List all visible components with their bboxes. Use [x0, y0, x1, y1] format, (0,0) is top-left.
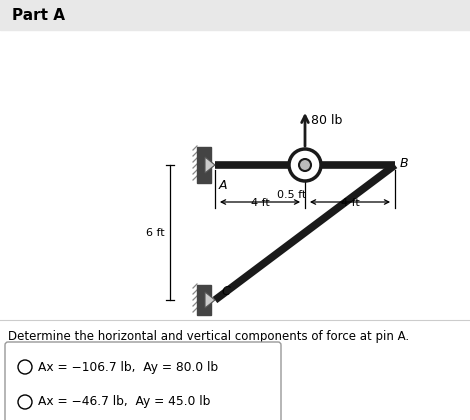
- Text: Determine the horizontal and vertical components of force at pin A.: Determine the horizontal and vertical co…: [8, 330, 409, 343]
- Bar: [0, 0, 470, 30]
- Text: 6 ft: 6 ft: [146, 228, 165, 237]
- Text: Ax = −106.7 lb,  Ay = 80.0 lb: Ax = −106.7 lb, Ay = 80.0 lb: [38, 360, 218, 373]
- Text: 0.5 ft: 0.5 ft: [277, 190, 306, 200]
- Circle shape: [289, 149, 321, 181]
- Polygon shape: [205, 292, 215, 308]
- Polygon shape: [205, 157, 215, 173]
- Text: A: A: [219, 179, 227, 192]
- Text: B: B: [400, 157, 408, 170]
- FancyBboxPatch shape: [5, 342, 281, 420]
- Bar: [197, 285, 211, 315]
- Bar: [197, 147, 211, 183]
- Text: Part A: Part A: [12, 8, 65, 23]
- Text: Ax = −46.7 lb,  Ay = 45.0 lb: Ax = −46.7 lb, Ay = 45.0 lb: [38, 396, 211, 409]
- Text: 80 lb: 80 lb: [311, 115, 342, 128]
- Text: 4 ft: 4 ft: [341, 198, 360, 208]
- Circle shape: [299, 159, 311, 171]
- Text: 4 ft: 4 ft: [251, 198, 269, 208]
- Text: C: C: [221, 285, 230, 298]
